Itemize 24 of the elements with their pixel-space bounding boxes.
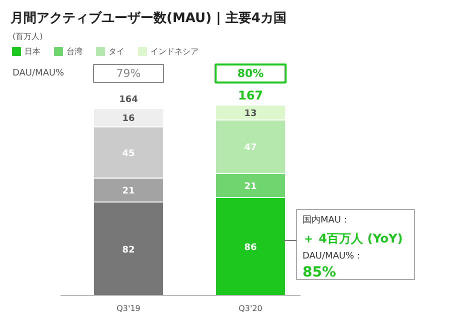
data-label: 13 bbox=[244, 109, 257, 120]
x-tick-label: Q3'19 bbox=[116, 304, 140, 313]
chart-subtitle: (百万人) bbox=[12, 32, 43, 41]
legend-label: 日本 bbox=[24, 47, 40, 56]
text: 79% bbox=[116, 67, 141, 80]
data-label: 47 bbox=[244, 143, 257, 154]
total-label: 167 bbox=[238, 88, 264, 103]
text: 国内MAU： bbox=[302, 214, 350, 226]
chart-title: 月間アクティブユーザー数(MAU) | 主要4カ国 bbox=[10, 10, 286, 26]
legend-label: タイ bbox=[108, 47, 124, 56]
text: ＋ 4百万人 (YoY) bbox=[302, 232, 403, 246]
data-label: 82 bbox=[122, 245, 135, 256]
x-tick-label: Q3'20 bbox=[238, 304, 262, 313]
legend-label: 台湾 bbox=[66, 47, 82, 56]
text: DAU/MAU% bbox=[12, 68, 65, 78]
text: 80% bbox=[237, 67, 264, 80]
text: 85% bbox=[302, 264, 336, 280]
data-label: 21 bbox=[244, 182, 257, 192]
total-label: 164 bbox=[119, 95, 138, 106]
text: DAU/MAU%： bbox=[302, 252, 364, 262]
data-label: 86 bbox=[244, 242, 257, 253]
data-label: 21 bbox=[122, 186, 135, 197]
data-label: 16 bbox=[122, 114, 135, 124]
legend-label: インドネシア bbox=[150, 47, 198, 56]
